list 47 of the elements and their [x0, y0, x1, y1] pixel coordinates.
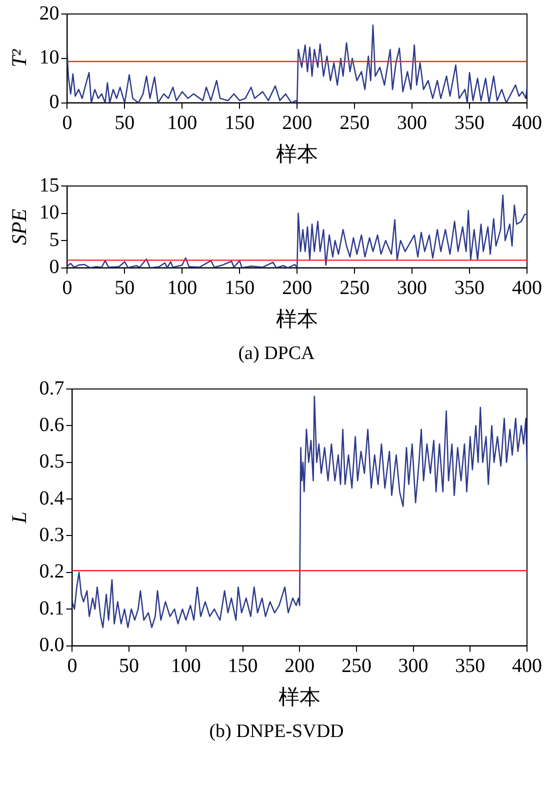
- x-tick-label: 300: [397, 277, 428, 300]
- y-tick-label: 20: [39, 2, 60, 24]
- x-tick-label: 200: [282, 277, 312, 300]
- x-tick-label: 350: [454, 277, 485, 300]
- x-tick-label: 300: [397, 112, 428, 134]
- x-tick-label: 400: [512, 655, 542, 678]
- x-tick-label: 100: [170, 655, 201, 678]
- x-tick-label: 250: [341, 655, 372, 678]
- x-tick-label: 150: [224, 112, 255, 134]
- x-tick-label: 100: [167, 277, 198, 300]
- x-tick-label: 200: [284, 655, 315, 678]
- x-tick-label: 400: [512, 112, 542, 134]
- x-tick-label: 50: [114, 112, 135, 134]
- x-axis-title: 样本: [276, 306, 318, 331]
- x-tick-label: 250: [340, 112, 370, 134]
- x-axis-title: 样本: [278, 684, 321, 709]
- y-tick-label: 10: [39, 46, 60, 69]
- x-tick-label: 400: [512, 277, 542, 300]
- y-tick-label: 0.2: [39, 560, 64, 583]
- y-tick-label: 0.6: [39, 414, 64, 436]
- y-tick-label: 0.1: [39, 597, 64, 620]
- x-tick-label: 50: [114, 277, 135, 300]
- y-tick-label: 0.7: [39, 377, 64, 400]
- y-tick-label: 10: [39, 202, 60, 224]
- y-axis-title: L: [7, 512, 32, 524]
- x-tick-label: 150: [228, 655, 258, 678]
- y-tick-label: 0: [49, 91, 60, 114]
- x-tick-label: 300: [398, 655, 428, 678]
- x-tick-label: 350: [454, 112, 485, 134]
- y-tick-label: 5: [49, 228, 60, 251]
- x-tick-label: 50: [119, 655, 140, 678]
- y-tick-label: 0.3: [39, 524, 64, 546]
- x-tick-label: 250: [340, 277, 370, 300]
- y-tick-label: 15: [39, 174, 60, 196]
- y-tick-label: 0.0: [39, 634, 64, 656]
- text: (b) DNPE-SVDD: [208, 721, 345, 743]
- y-axis-title: SPE: [7, 208, 32, 245]
- y-tick-label: 0.5: [39, 450, 64, 473]
- y-axis-title: T²: [7, 48, 32, 68]
- x-tick-label: 200: [282, 112, 312, 134]
- y-tick-label: 0: [49, 256, 60, 278]
- text: (a) DPCA: [237, 343, 316, 365]
- x-tick-label: 150: [224, 277, 255, 300]
- y-tick-label: 0.4: [39, 487, 64, 510]
- x-tick-label: 100: [167, 112, 198, 134]
- x-tick-label: 350: [455, 655, 486, 678]
- x-axis-title: 样本: [276, 142, 318, 166]
